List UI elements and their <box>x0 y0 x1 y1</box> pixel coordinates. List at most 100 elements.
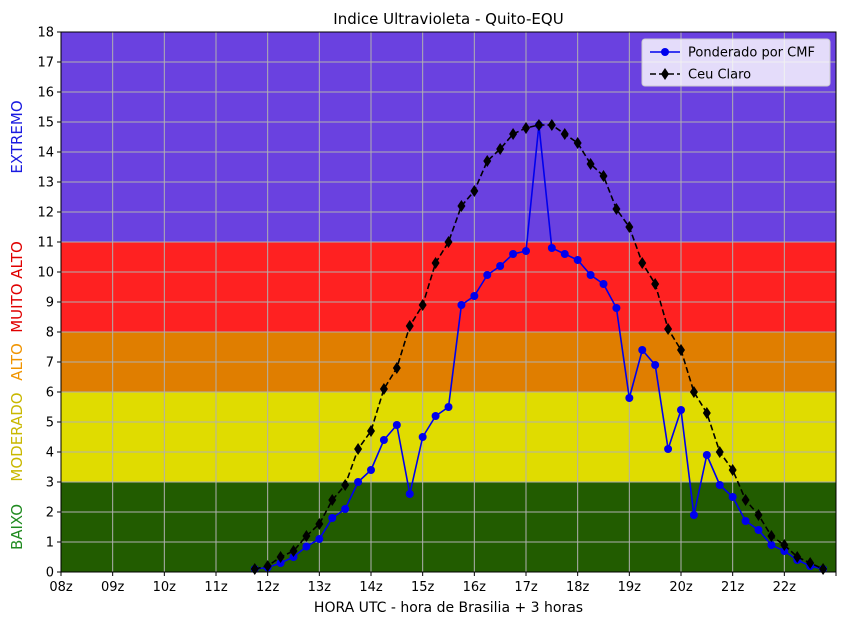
data-point <box>263 560 272 572</box>
y-tick-label: 2 <box>46 506 54 521</box>
data-point <box>599 170 608 182</box>
legend: Ponderado por CMF Ceu Claro <box>641 38 831 87</box>
x-tick-label: 14z <box>359 580 383 595</box>
data-point <box>651 361 660 369</box>
legend-marker <box>661 48 669 56</box>
data-point <box>418 433 427 441</box>
data-point <box>715 481 724 489</box>
data-point <box>689 386 698 398</box>
data-point <box>431 412 440 420</box>
data-point <box>625 394 634 402</box>
series-1 <box>250 119 828 575</box>
y-tick-label: 13 <box>37 176 54 191</box>
data-point <box>702 451 711 459</box>
y-tick-label: 12 <box>37 206 54 221</box>
y-tick-label: 5 <box>46 416 54 431</box>
x-tick-label: 20z <box>669 580 693 595</box>
data-point <box>573 137 582 149</box>
data-point <box>677 344 685 356</box>
band-label: MODERADO <box>8 392 26 481</box>
data-point <box>586 158 595 170</box>
data-point <box>612 304 621 312</box>
legend-marker <box>661 68 669 80</box>
legend-label: Ceu Claro <box>688 68 751 83</box>
data-point <box>379 436 388 444</box>
data-point <box>534 119 543 131</box>
data-point <box>354 443 363 455</box>
x-tick-label: 16z <box>463 580 487 595</box>
band-0 <box>61 482 836 572</box>
legend-box <box>641 38 831 87</box>
x-tick-label: 10z <box>153 580 177 595</box>
data-point <box>354 478 363 486</box>
grid-lines <box>60 31 837 573</box>
data-point <box>457 301 466 309</box>
x-tick-label: 21z <box>721 580 745 595</box>
data-point <box>560 250 569 258</box>
data-point <box>315 518 324 530</box>
data-point <box>470 185 479 197</box>
data-point <box>767 541 776 549</box>
data-point <box>586 271 595 279</box>
data-point <box>328 494 337 506</box>
y-tick-label: 17 <box>37 56 54 71</box>
chart-title: Indice Ultravioleta - Quito-EQU <box>333 10 563 28</box>
data-point <box>651 278 660 290</box>
data-point <box>341 505 350 513</box>
data-point <box>392 362 401 374</box>
data-point <box>625 221 634 233</box>
data-point <box>715 446 724 458</box>
data-point <box>405 490 414 498</box>
data-point <box>664 323 673 335</box>
data-point <box>793 551 802 563</box>
x-axis-ticks: 08z 09z 10z 11z 12z 13z 14z 15z 16z 17z 18z 19z 20z 2… <box>49 572 837 595</box>
y-tick-label: 1 <box>46 536 54 551</box>
y-tick-label: 0 <box>46 566 54 581</box>
data-point <box>741 517 750 525</box>
data-point <box>728 493 737 501</box>
data-point <box>444 236 453 248</box>
data-point <box>418 299 427 311</box>
band-label: ALTO <box>8 343 26 381</box>
data-point <box>702 407 711 419</box>
data-point <box>431 257 440 269</box>
data-point <box>496 143 505 155</box>
data-point <box>754 526 763 534</box>
y-tick-label: 8 <box>46 326 54 341</box>
x-axis-label: HORA UTC - hora de Brasilia + 3 horas <box>314 600 583 616</box>
data-point <box>496 262 505 270</box>
data-point <box>483 271 492 279</box>
data-point <box>522 247 530 255</box>
data-point <box>677 406 685 414</box>
data-point <box>547 119 556 131</box>
data-point <box>767 530 776 542</box>
x-tick-label: 08z <box>49 580 73 595</box>
data-point <box>444 403 453 411</box>
data-point <box>741 494 750 506</box>
data-point <box>560 128 569 140</box>
data-point <box>638 346 647 354</box>
data-point <box>302 530 311 542</box>
x-tick-label: 19z <box>618 580 642 595</box>
data-point <box>612 203 621 215</box>
x-tick-label: 22z <box>773 580 797 595</box>
y-tick-label: 16 <box>37 86 54 101</box>
band-label: BAIXO <box>8 504 26 550</box>
data-point <box>599 280 608 288</box>
data-point <box>470 292 479 300</box>
data-point <box>276 551 285 563</box>
y-tick-label: 14 <box>37 146 54 161</box>
data-point <box>315 535 324 543</box>
legend-label: Ponderado por CMF <box>688 46 815 61</box>
data-point <box>379 383 388 395</box>
x-tick-label: 13z <box>308 580 332 595</box>
series-lines <box>250 119 828 575</box>
data-point <box>728 464 737 476</box>
band-label: MUITO ALTO <box>8 241 26 333</box>
y-tick-label: 11 <box>37 236 54 251</box>
data-point <box>367 466 375 474</box>
data-point <box>341 479 350 491</box>
band-label: EXTREMO <box>8 100 26 173</box>
x-tick-label: 09z <box>101 580 125 595</box>
